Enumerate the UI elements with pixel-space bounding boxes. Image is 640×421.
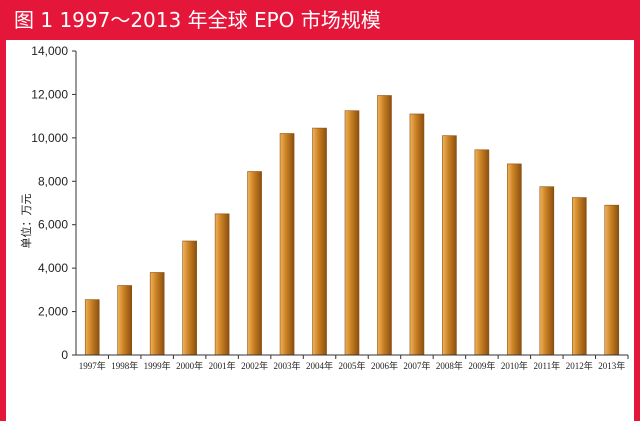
bar-2005年 xyxy=(344,110,360,356)
x-tick-label: 2011年 xyxy=(533,360,560,371)
bar-2011年 xyxy=(539,186,555,356)
y-axis-ticks: 0 2,000 4,000 6,000 8,000 10,000 12,000 14,000 xyxy=(31,44,76,362)
y-tick-label: 2,000 xyxy=(38,305,68,319)
bar-2012年 xyxy=(571,197,587,356)
chart-title: 图 1 1997～2013 年全球 EPO 市场规模 xyxy=(14,8,381,32)
bar-2013年 xyxy=(604,204,620,356)
x-tick-label: 2013年 xyxy=(598,360,625,371)
bar-2010年 xyxy=(507,163,522,356)
bar-2003年 xyxy=(279,133,295,356)
y-tick-label: 6,000 xyxy=(38,218,68,232)
x-tick-label: 2006年 xyxy=(371,360,398,371)
x-tick-label: 2008年 xyxy=(436,360,463,371)
bars xyxy=(84,95,620,356)
bar-2002年 xyxy=(247,171,262,356)
x-tick-label: 1999年 xyxy=(144,360,171,371)
x-tick-label: 2002年 xyxy=(241,360,268,371)
y-tick-label: 4,000 xyxy=(38,261,68,275)
x-tick-label: 2000年 xyxy=(176,360,203,371)
x-tick-label: 1998年 xyxy=(111,360,138,371)
bar-2001年 xyxy=(214,213,230,356)
x-tick-label: 2009年 xyxy=(468,360,495,371)
x-tick-label: 2003年 xyxy=(274,360,301,371)
y-axis-label: 单位：万元 xyxy=(19,194,33,249)
y-tick-label: 10,000 xyxy=(31,131,68,145)
bar-1997年 xyxy=(84,299,100,356)
x-tick-label: 1997年 xyxy=(79,360,106,371)
x-tick-label: 2001年 xyxy=(209,360,236,371)
bar-1998年 xyxy=(117,285,133,356)
bar-2000年 xyxy=(182,240,197,356)
bar-2007年 xyxy=(409,113,425,356)
bar-1999年 xyxy=(149,272,165,356)
bar-2004年 xyxy=(312,127,327,356)
x-tick-label: 2007年 xyxy=(403,360,430,371)
bar-2006年 xyxy=(377,95,392,356)
x-tick-label: 2004年 xyxy=(306,360,333,371)
y-tick-label: 8,000 xyxy=(38,174,68,188)
x-tick-label: 2010年 xyxy=(501,360,528,371)
bar-2008年 xyxy=(442,135,457,356)
bar-2009年 xyxy=(474,149,490,356)
y-tick-label: 12,000 xyxy=(31,87,68,101)
x-axis-ticks: 1997年 1998年 1999年 2000年 2001年 2002年 2003年 2004年… xyxy=(79,355,629,371)
bar-chart: 02,0004,0006,0008,00010,00012,00014,000 … xyxy=(19,44,629,371)
x-tick-label: 2005年 xyxy=(338,360,365,371)
y-tick-label: 14,000 xyxy=(31,44,68,58)
title-bar: 图 1 1997～2013 年全球 EPO 市场规模 xyxy=(6,0,640,40)
y-tick-label: 0 xyxy=(61,348,68,362)
x-tick-label: 2012年 xyxy=(566,360,593,371)
